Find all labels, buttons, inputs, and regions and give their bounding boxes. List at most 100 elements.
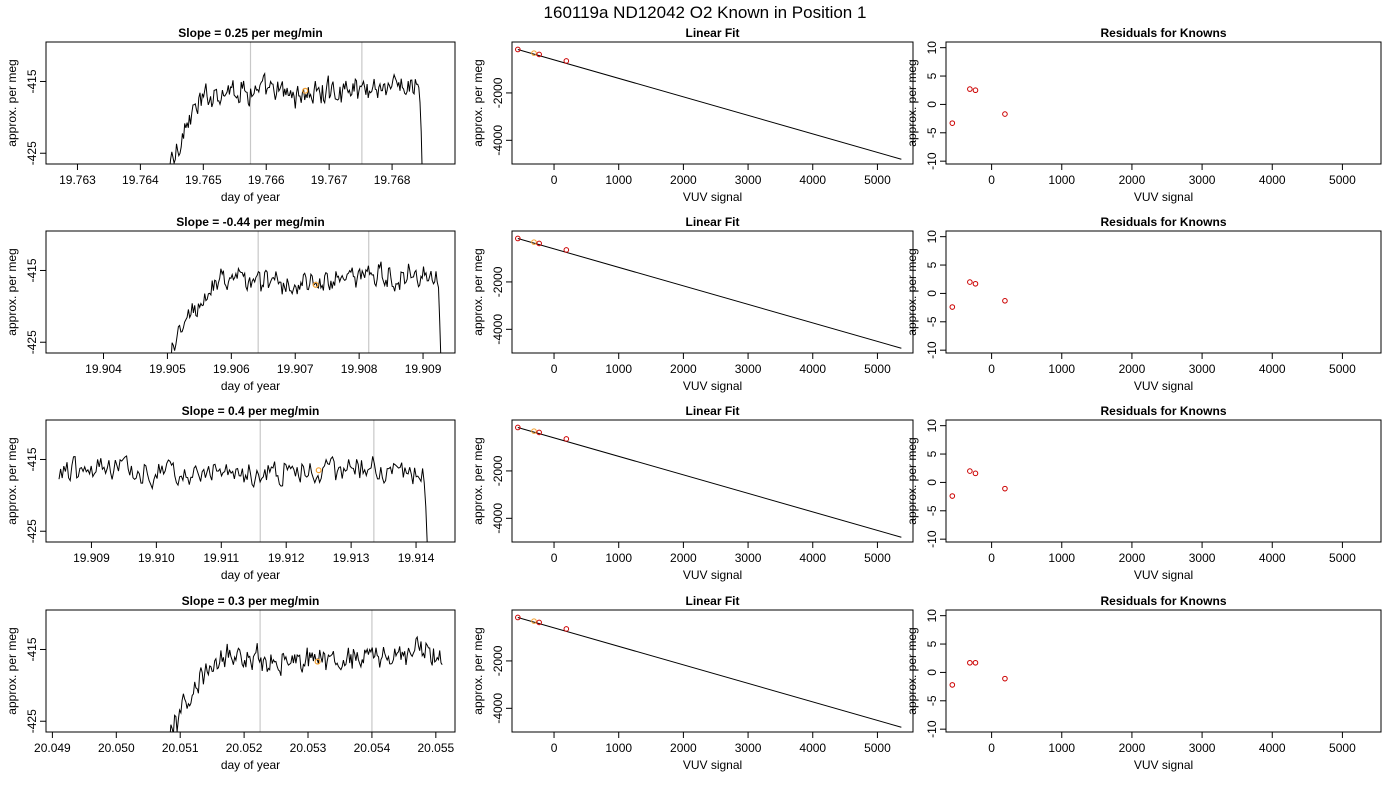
x-tick-label: 20.050 [98,741,135,755]
data-point [531,239,537,245]
y-axis-label: approx. per meg [905,248,919,335]
x-tick-label: 20.053 [290,741,327,755]
x-tick-label: 2000 [1119,741,1146,755]
x-tick-label: 0 [551,362,558,376]
plot-frame [945,609,1382,733]
y-tick-label: -415 [25,447,39,471]
data-point [967,279,973,285]
y-tick-label: 0 [925,479,939,486]
x-tick-label: 5000 [864,173,891,187]
plot-area [949,468,1008,499]
y-tick-label: -5 [925,316,939,327]
x-tick-label: 5000 [864,741,891,755]
x-axis-label: VUV signal [683,379,742,393]
y-tick-label: 0 [925,669,939,676]
plot-frame [45,230,456,354]
x-axis-label: VUV signal [1134,190,1193,204]
data-trace [169,635,443,732]
y-tick-label: 5 [925,640,939,647]
y-tick-label: -10 [925,720,939,738]
x-tick-label: 2000 [670,173,697,187]
x-tick-label: 5000 [864,362,891,376]
y-tick-label: 10 [925,609,939,623]
panel-2-2: Linear Fit 0 1000 2000 3000 4000 5000 -2000 -400… [471,215,914,393]
data-point [563,58,570,64]
highlight-point [314,658,321,665]
y-axis-label: approx. per meg [905,437,919,524]
fit-line [517,426,902,538]
plot-area [515,235,902,349]
plot-frame [511,41,914,165]
x-tick-label: 19.765 [185,173,222,187]
y-tick-label: 5 [925,450,939,457]
data-point [515,235,521,242]
y-tick-label: -4000 [491,314,505,345]
x-tick-label: 19.906 [213,362,250,376]
panel-title: Residuals for Knowns [1100,26,1226,40]
data-point [949,493,956,499]
data-trace [58,455,428,542]
panel-title: Residuals for Knowns [1100,404,1226,418]
y-tick-label: 0 [925,101,939,108]
x-axis-label: VUV signal [1134,379,1193,393]
data-point [531,428,537,434]
x-tick-label: 4000 [799,551,826,565]
x-tick-label: 1000 [605,551,632,565]
panel-3-2: Linear Fit 0 1000 2000 3000 4000 5000 -2000 -400… [471,404,914,582]
x-tick-label: 19.909 [405,362,442,376]
figure-title: 160119a ND12042 O2 Known in Position 1 [544,3,867,22]
plot-area [58,420,428,542]
panel-title: Linear Fit [685,404,739,418]
x-tick-label: 3000 [735,173,762,187]
y-tick-label: -4000 [491,503,505,534]
x-axis-label: VUV signal [683,568,742,582]
plot-area [170,231,442,353]
plot-frame [45,419,456,543]
x-tick-label: 19.904 [85,362,122,376]
x-tick-label: 20.054 [354,741,391,755]
plot-area [515,614,902,728]
y-tick-label: -10 [925,341,939,359]
x-tick-label: 3000 [1189,741,1216,755]
y-axis-label: approx. per meg [471,627,485,714]
data-point [536,240,542,247]
y-tick-label: -5 [925,127,939,138]
x-tick-label: 0 [551,741,558,755]
plot-frame [945,230,1382,354]
x-tick-label: 2000 [1119,173,1146,187]
x-tick-label: 19.911 [203,551,239,565]
data-point [972,87,979,94]
plot-frame [945,419,1382,543]
x-axis-label: day of year [221,568,280,582]
panel-title: Linear Fit [685,215,739,229]
fit-line [517,237,902,349]
data-point [972,659,979,666]
x-tick-label: 1000 [1048,173,1075,187]
x-axis-label: VUV signal [683,190,742,204]
y-axis-label: approx. per meg [471,248,485,335]
x-tick-label: 20.052 [226,741,263,755]
y-tick-label: -2000 [491,266,505,297]
panel-title: Linear Fit [685,26,739,40]
x-tick-label: 4000 [799,173,826,187]
data-point [1002,297,1008,304]
data-point [531,50,537,56]
x-axis-label: VUV signal [1134,568,1193,582]
data-point [967,86,973,92]
panel-2-1: Slope = -0.44 per meg/min 19.904 19.905 19.… [5,215,456,393]
x-tick-label: 3000 [1189,551,1216,565]
plot-area [949,659,1008,688]
panel-title: Linear Fit [685,594,739,608]
data-point [967,468,973,474]
x-axis-label: VUV signal [1134,758,1193,772]
x-tick-label: 3000 [1189,173,1216,187]
panels-group: Slope = 0.25 per meg/min 19.763 19.764 19.7… [5,26,1382,772]
data-point [1002,485,1008,492]
fit-line [517,48,902,160]
y-tick-label: 0 [925,290,939,297]
panel-title: Slope = -0.44 per meg/min [176,215,324,229]
plot-frame [511,230,914,354]
x-tick-label: 5000 [864,551,891,565]
x-tick-label: 19.913 [333,551,370,565]
